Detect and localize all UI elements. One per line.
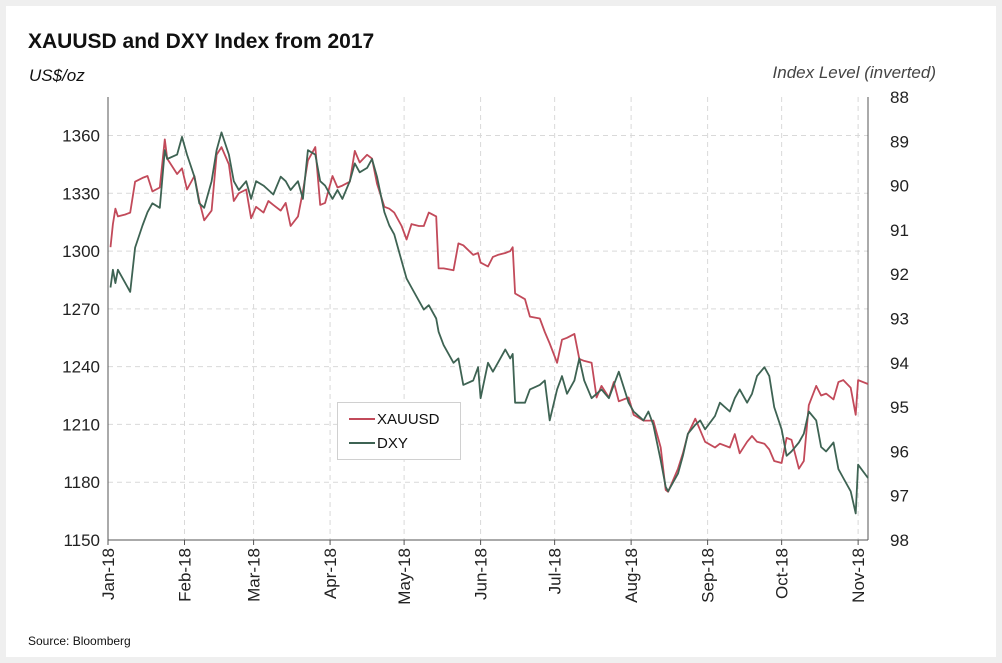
x-tick-label: Jul-18 [546,548,565,594]
chart-plot: 1150 1180 1210 1240 1270 1300 1330 1360 88 89 90 91… [62,88,909,605]
series-lines [109,131,869,515]
y-left-tick-label: 1210 [62,415,100,434]
right-axis-label: Index Level (inverted) [772,63,936,82]
y-left-tick-label: 1180 [63,473,100,492]
x-tick-label: Jun-18 [472,548,491,600]
left-axis-label: US$/oz [29,66,85,85]
legend-item-xauusd: XAUUSD [349,409,440,429]
y-right-tick-label: 89 [890,132,909,151]
y-right-tick-label: 91 [890,221,909,240]
y-right-tick-label: 96 [890,442,909,461]
legend-label-dxy: DXY [377,434,408,452]
chart-title: XAUUSD and DXY Index from 2017 [28,30,375,53]
x-tick-label: Apr-18 [321,548,340,599]
legend: XAUUSD DXY [337,402,461,460]
y-right-tick-label: 90 [890,177,909,196]
series-line-dxy [109,131,869,515]
tick-labels: 1150 1180 1210 1240 1270 1300 1330 1360 88 89 90 91… [62,88,909,605]
y-right-tick-label: 92 [890,265,909,284]
x-tick-label: Aug-18 [622,548,641,603]
x-tick-label: May-18 [395,548,414,605]
x-tick-label: Oct-18 [773,548,792,599]
y-left-tick-label: 1330 [62,184,100,203]
axes [107,97,869,545]
x-tick-label: Sep-18 [699,548,718,603]
legend-swatch-xauusd [349,418,375,420]
y-right-tick-label: 95 [890,398,909,417]
y-right-tick-label: 98 [890,531,909,550]
chart-frame: XAUUSD and DXY Index from 2017 US$/oz In… [6,6,996,657]
y-left-tick-label: 1240 [62,358,100,377]
y-right-tick-label: 93 [890,310,909,329]
y-left-tick-label: 1150 [63,531,100,550]
y-right-tick-label: 88 [890,88,909,107]
y-left-tick-label: 1300 [62,242,100,261]
y-right-tick-label: 94 [890,354,909,373]
y-right-tick-label: 97 [890,487,909,506]
grid-lines [108,97,868,540]
legend-swatch-dxy [349,442,375,444]
x-tick-label: Nov-18 [849,548,868,603]
y-left-tick-label: 1360 [62,127,100,146]
source-note: Source: Bloomberg [28,634,131,648]
series-line-xauusd [109,138,869,493]
x-tick-label: Jan-18 [99,548,118,600]
x-tick-label: Feb-18 [175,548,194,602]
y-left-tick-label: 1270 [62,300,100,319]
x-tick-label: Mar-18 [245,548,264,602]
legend-item-dxy: DXY [349,433,408,453]
legend-label-xauusd: XAUUSD [377,410,440,428]
